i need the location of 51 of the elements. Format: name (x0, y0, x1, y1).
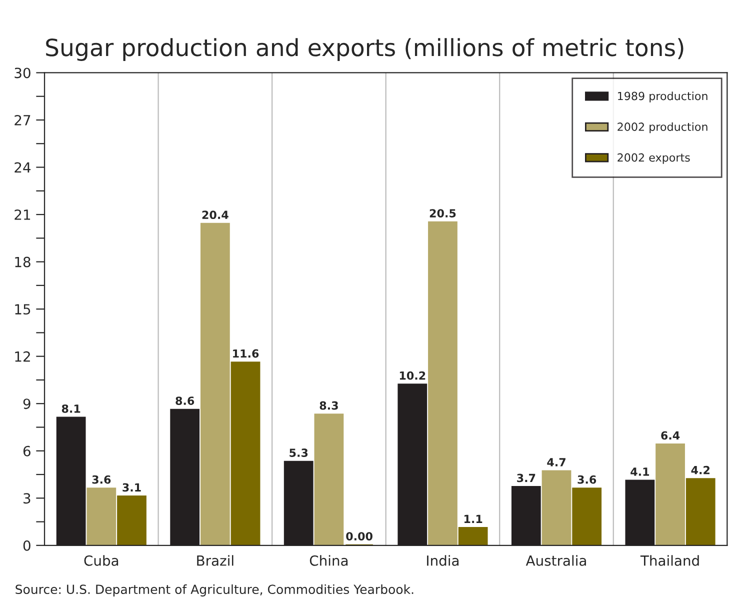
data-label: 3.6 (578, 475, 596, 484)
data-label: 8.1 (62, 404, 80, 413)
data-label: 5.3 (290, 448, 308, 457)
bar (86, 488, 116, 546)
bar (117, 496, 146, 546)
bar (458, 527, 488, 546)
x-tick-label: Cuba (84, 555, 118, 566)
y-tick-label: 0 (23, 540, 30, 551)
data-label: 20.5 (430, 209, 456, 218)
data-label: 11.6 (233, 349, 259, 358)
data-label: 3.6 (92, 475, 111, 484)
data-label: 20.4 (202, 210, 228, 220)
legend-label: 1989 production (618, 92, 708, 102)
chart-title: Sugar production and exports (millions of metric tons) (46, 38, 684, 61)
y-tick-label: 9 (23, 398, 30, 410)
data-label: 10.2 (400, 371, 426, 380)
y-tick-label: 18 (15, 256, 30, 268)
data-label: 4.2 (691, 466, 710, 474)
data-label: 4.7 (547, 458, 566, 466)
x-tick-label: China (310, 555, 348, 566)
bar (314, 414, 344, 546)
y-tick-label: 27 (14, 114, 30, 126)
y-tick-label: 21 (14, 209, 30, 220)
data-label: 3.7 (517, 474, 536, 482)
x-tick-label: Australia (526, 555, 586, 566)
data-label: 6.4 (661, 431, 680, 440)
x-tick-label: Brazil (197, 555, 234, 566)
bar (572, 488, 602, 546)
data-label: 8.3 (320, 401, 338, 410)
source-note: Source: U.S. Department of Agriculture, Commodities Yearbook. (16, 584, 414, 596)
legend-label: 2002 exports (618, 153, 690, 164)
y-tick-label: 30 (14, 68, 30, 78)
y-tick-label: 12 (15, 351, 30, 362)
bar (428, 221, 458, 546)
y-tick-label: 3 (24, 493, 30, 504)
x-tick-label: India (427, 555, 459, 566)
bar (656, 444, 685, 546)
bar (230, 362, 260, 546)
data-label: 8.6 (176, 396, 194, 405)
y-tick-label: 6 (23, 446, 30, 456)
y-tick-label: 24 (14, 162, 31, 173)
data-label: 4.1 (630, 468, 650, 476)
legend-label: 2002 production (618, 122, 708, 134)
x-tick-label: Thailand (640, 555, 699, 566)
data-label: 1.1 (464, 514, 482, 523)
bar (542, 470, 572, 546)
data-label: 0.00 (346, 532, 372, 540)
y-tick-label: 15 (15, 304, 30, 315)
data-label: 3.1 (122, 483, 141, 492)
bar (200, 222, 230, 546)
bar (686, 478, 716, 546)
